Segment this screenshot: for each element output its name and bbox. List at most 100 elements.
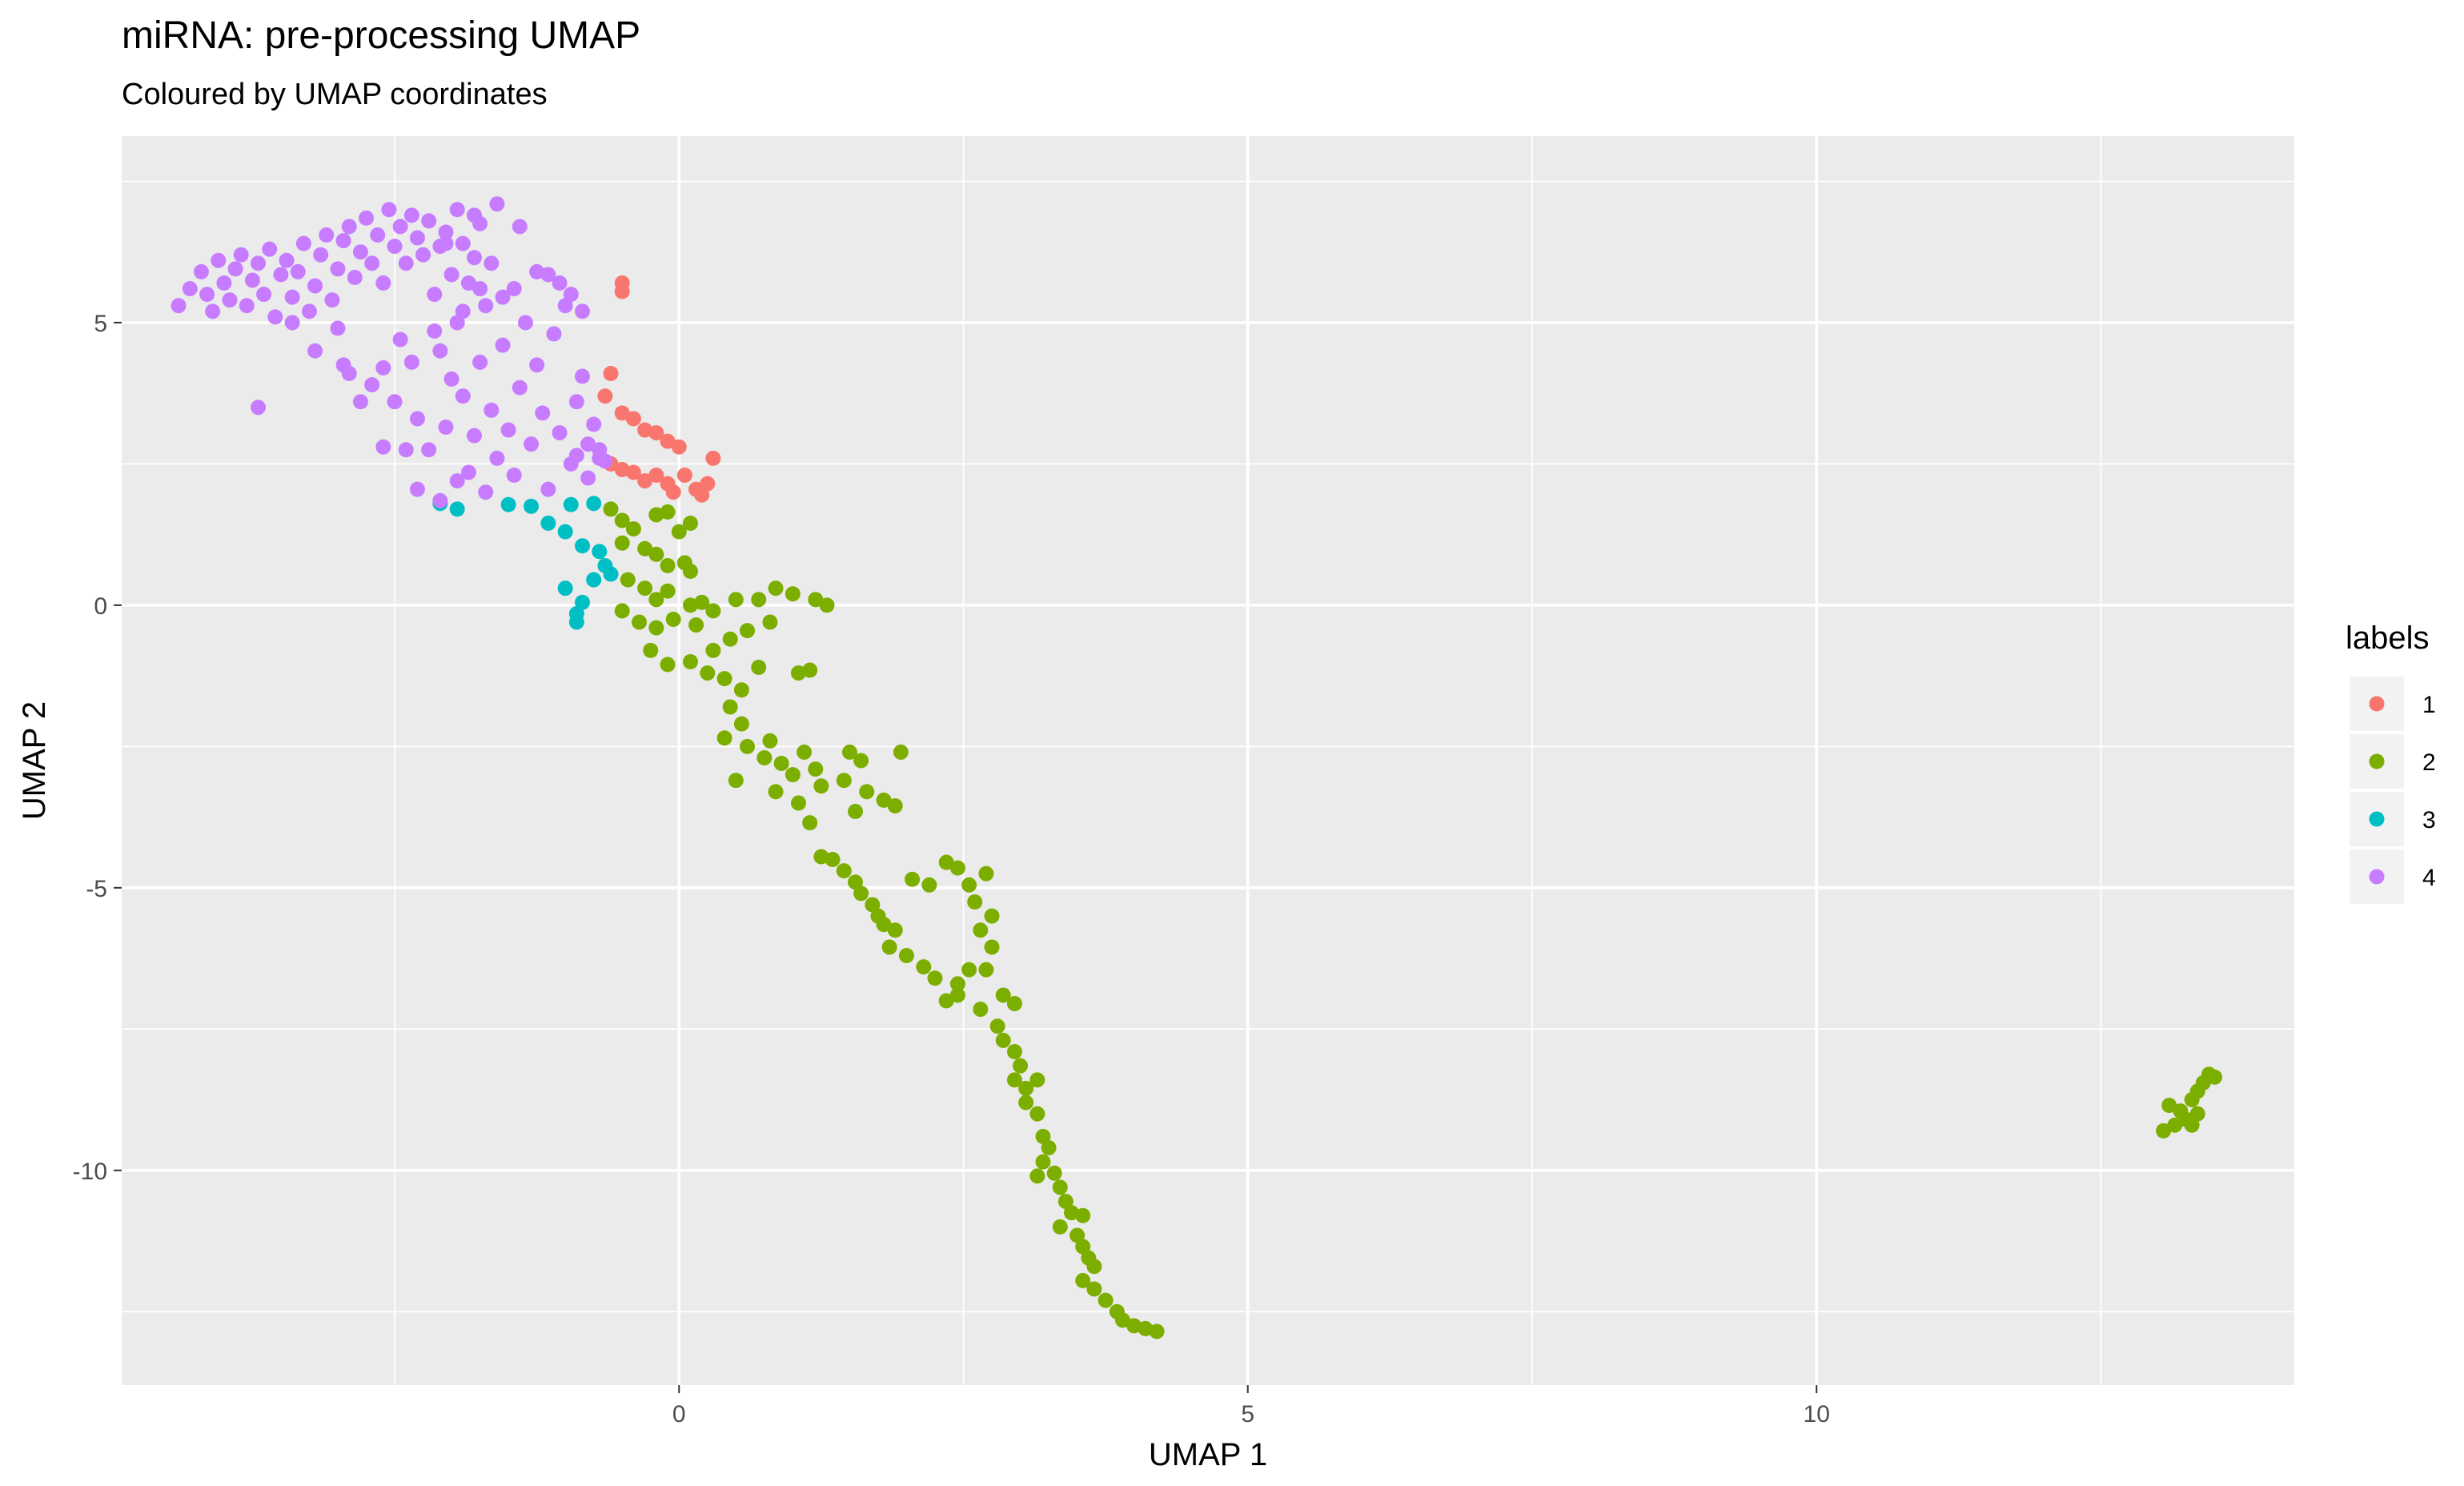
data-point-label-2 (1029, 1106, 1045, 1122)
legend-label: 1 (2422, 692, 2436, 718)
data-point-label-2 (660, 557, 676, 573)
data-point-label-4 (455, 303, 471, 319)
data-point-label-2 (722, 699, 738, 715)
data-point-label-4 (182, 281, 198, 297)
data-point-label-2 (637, 540, 653, 556)
data-point-label-4 (211, 252, 227, 268)
data-point-label-4 (489, 196, 505, 212)
data-point-label-4 (295, 235, 311, 251)
data-point-label-4 (580, 436, 596, 452)
data-point-label-2 (841, 744, 857, 760)
data-point-label-4 (557, 298, 573, 314)
data-point-label-2 (762, 733, 778, 749)
data-point-label-2 (2189, 1106, 2205, 1122)
data-point-label-2 (961, 877, 977, 893)
data-point-label-2 (978, 962, 994, 978)
plot-panel (122, 136, 2294, 1385)
data-point-label-2 (682, 653, 698, 669)
data-point-label-4 (409, 230, 425, 246)
data-point-label-4 (568, 394, 584, 410)
data-point-label-1 (614, 283, 630, 299)
data-point-label-1 (625, 411, 641, 427)
data-point-label-2 (751, 660, 767, 676)
data-point-label-4 (381, 202, 397, 218)
data-point-label-2 (790, 795, 806, 811)
data-point-label-2 (1126, 1318, 1142, 1334)
data-point-label-2 (1006, 1072, 1022, 1088)
gridlines (122, 136, 2294, 1385)
x-tick-label: 5 (1241, 1401, 1254, 1428)
data-point-label-4 (524, 436, 540, 452)
data-point-label-4 (290, 263, 306, 279)
data-point-label-2 (671, 524, 687, 540)
data-point-label-4 (466, 428, 482, 444)
data-point-label-4 (460, 464, 476, 480)
data-point-label-4 (364, 377, 380, 393)
data-point-label-2 (1075, 1272, 1091, 1288)
data-point-label-4 (409, 411, 425, 427)
data-point-label-4 (495, 337, 511, 353)
data-point-label-2 (973, 922, 989, 938)
data-point-label-4 (387, 239, 403, 255)
data-point-label-4 (370, 227, 386, 243)
data-point-label-2 (728, 773, 744, 789)
data-point-label-2 (1069, 1227, 1086, 1243)
data-point-label-2 (643, 642, 659, 658)
chart-title: miRNA: pre-processing UMAP (122, 14, 640, 57)
data-point-label-2 (1052, 1219, 1068, 1235)
data-point-label-2 (756, 749, 773, 765)
data-point-label-2 (961, 962, 977, 978)
data-point-label-2 (614, 603, 630, 619)
data-point-label-4 (432, 343, 448, 359)
data-point-label-2 (802, 662, 818, 678)
data-point-label-4 (262, 241, 278, 257)
data-point-label-2 (819, 597, 835, 613)
data-point-label-2 (893, 744, 909, 760)
data-point-label-2 (740, 738, 756, 754)
data-point-label-2 (1035, 1154, 1051, 1170)
data-point-label-4 (199, 287, 215, 303)
data-point-label-3 (563, 496, 579, 512)
data-point-label-4 (597, 453, 613, 469)
data-point-label-2 (603, 501, 619, 517)
data-point-label-4 (455, 235, 471, 251)
data-point-label-2 (1149, 1323, 1165, 1339)
data-point-label-3 (574, 594, 590, 610)
data-point-label-2 (1075, 1207, 1091, 1223)
data-point-label-2 (813, 849, 829, 865)
data-point-label-2 (973, 1002, 989, 1018)
data-point-label-4 (375, 275, 391, 291)
data-point-label-4 (347, 269, 363, 285)
data-point-label-4 (472, 281, 488, 297)
data-point-label-4 (403, 354, 419, 370)
data-point-label-4 (233, 247, 249, 263)
data-point-label-2 (740, 623, 756, 639)
data-point-label-2 (632, 614, 648, 630)
data-point-label-2 (733, 716, 749, 732)
data-point-label-4 (216, 275, 232, 291)
data-point-label-4 (438, 224, 454, 240)
data-point-label-2 (682, 564, 698, 580)
data-point-label-2 (876, 792, 892, 808)
data-point-label-4 (563, 287, 579, 303)
data-point-label-2 (768, 580, 784, 596)
data-point-label-4 (506, 281, 522, 297)
data-point-label-2 (984, 908, 1000, 924)
data-point-label-4 (267, 309, 283, 325)
data-point-label-2 (813, 778, 829, 794)
data-point-label-4 (592, 442, 608, 458)
data-point-label-2 (614, 535, 630, 551)
data-point-label-4 (427, 287, 443, 303)
data-point-label-2 (887, 797, 903, 813)
data-point-label-2 (790, 665, 806, 681)
data-point-label-4 (352, 244, 368, 260)
data-point-label-4 (449, 202, 465, 218)
data-point-label-3 (524, 498, 540, 514)
y-axis-title: UMAP 2 (17, 701, 52, 820)
data-point-label-3 (500, 496, 516, 512)
data-point-label-2 (2207, 1069, 2223, 1085)
data-point-label-2 (665, 612, 681, 628)
data-point-label-3 (586, 496, 602, 512)
data-point-label-4 (171, 298, 187, 314)
data-point-label-4 (484, 255, 500, 271)
